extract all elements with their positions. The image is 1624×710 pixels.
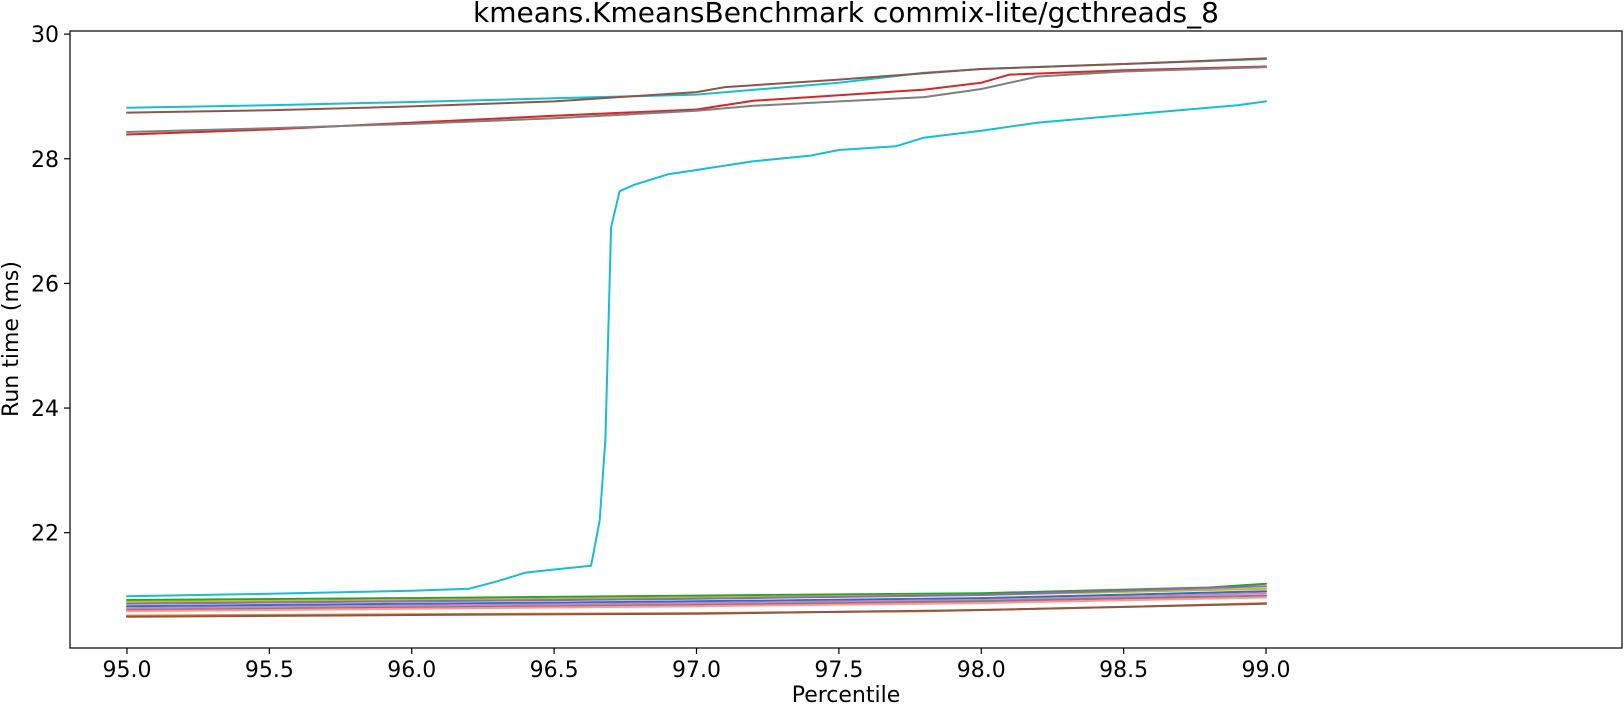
x-tick-label: 98.5 bbox=[1099, 658, 1148, 683]
x-tick-label: 96.5 bbox=[530, 658, 579, 683]
x-axis: 95.0 95.5 96.0 96.5 97.0 97.5 98.0 98.5 99.0 bbox=[102, 648, 1291, 683]
series-line-11 bbox=[126, 594, 1267, 611]
x-tick-label: 95.5 bbox=[245, 658, 294, 683]
y-tick-label: 30 bbox=[31, 23, 59, 48]
series-layer bbox=[126, 57, 1267, 618]
x-tick-label: 97.5 bbox=[814, 658, 863, 683]
series-line-14 bbox=[126, 602, 1267, 618]
series-line-4 bbox=[126, 66, 1267, 133]
y-tick-label: 24 bbox=[31, 397, 59, 422]
x-tick-label: 95.0 bbox=[102, 658, 151, 683]
chart-title: kmeans.KmeansBenchmark commix-lite/gcthr… bbox=[473, 0, 1219, 29]
series-line-8 bbox=[126, 585, 1267, 605]
x-tick-label: 97.0 bbox=[672, 658, 721, 683]
series-line-2 bbox=[126, 57, 1267, 114]
x-tick-label: 98.0 bbox=[957, 658, 1006, 683]
series-line-5 bbox=[126, 100, 1267, 598]
series-line-9 bbox=[126, 590, 1267, 608]
x-tick-label: 96.0 bbox=[387, 658, 436, 683]
series-line-1 bbox=[126, 58, 1267, 109]
y-tick-label: 28 bbox=[31, 148, 59, 173]
y-tick-label: 22 bbox=[31, 522, 59, 547]
series-line-3 bbox=[126, 65, 1267, 136]
series-line-12 bbox=[126, 596, 1267, 613]
y-axis: 22 24 26 28 30 bbox=[31, 23, 70, 547]
x-axis-label: Percentile bbox=[792, 683, 901, 708]
x-tick-label: 99.0 bbox=[1242, 658, 1291, 683]
y-axis-label: Run time (ms) bbox=[0, 261, 24, 417]
plot-frame bbox=[69, 30, 1623, 649]
series-line-10 bbox=[126, 592, 1267, 610]
y-tick-label: 26 bbox=[31, 272, 59, 297]
